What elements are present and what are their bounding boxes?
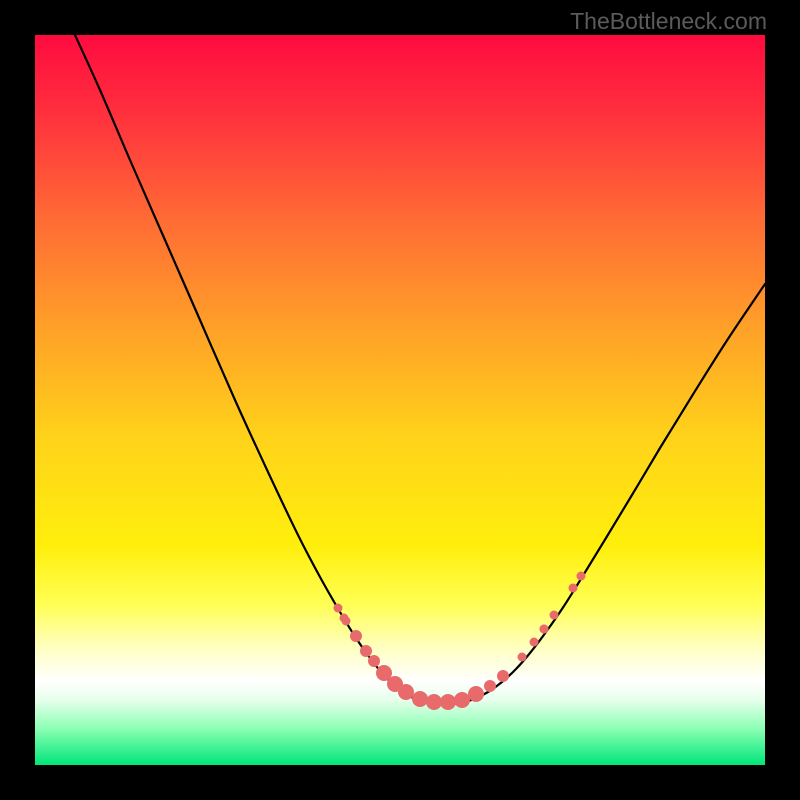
data-dot [540, 625, 549, 634]
watermark-text: TheBottleneck.com [570, 8, 767, 35]
data-dot [440, 694, 456, 710]
data-dot [398, 684, 414, 700]
data-dot [577, 572, 586, 581]
data-dot [360, 645, 372, 657]
bottleneck-curve [75, 35, 765, 704]
data-dot [368, 655, 380, 667]
data-dot [426, 694, 442, 710]
data-dot [518, 653, 527, 662]
chart-overlay [0, 0, 800, 800]
data-dot [497, 670, 509, 682]
data-dot [412, 691, 428, 707]
data-dot [569, 584, 578, 593]
data-dot [334, 604, 343, 613]
data-dot [550, 611, 559, 620]
data-dot [454, 692, 470, 708]
data-dot [484, 680, 496, 692]
data-dot [530, 638, 539, 647]
data-dot [340, 614, 349, 623]
data-dot [353, 632, 362, 641]
data-dot [468, 686, 484, 702]
